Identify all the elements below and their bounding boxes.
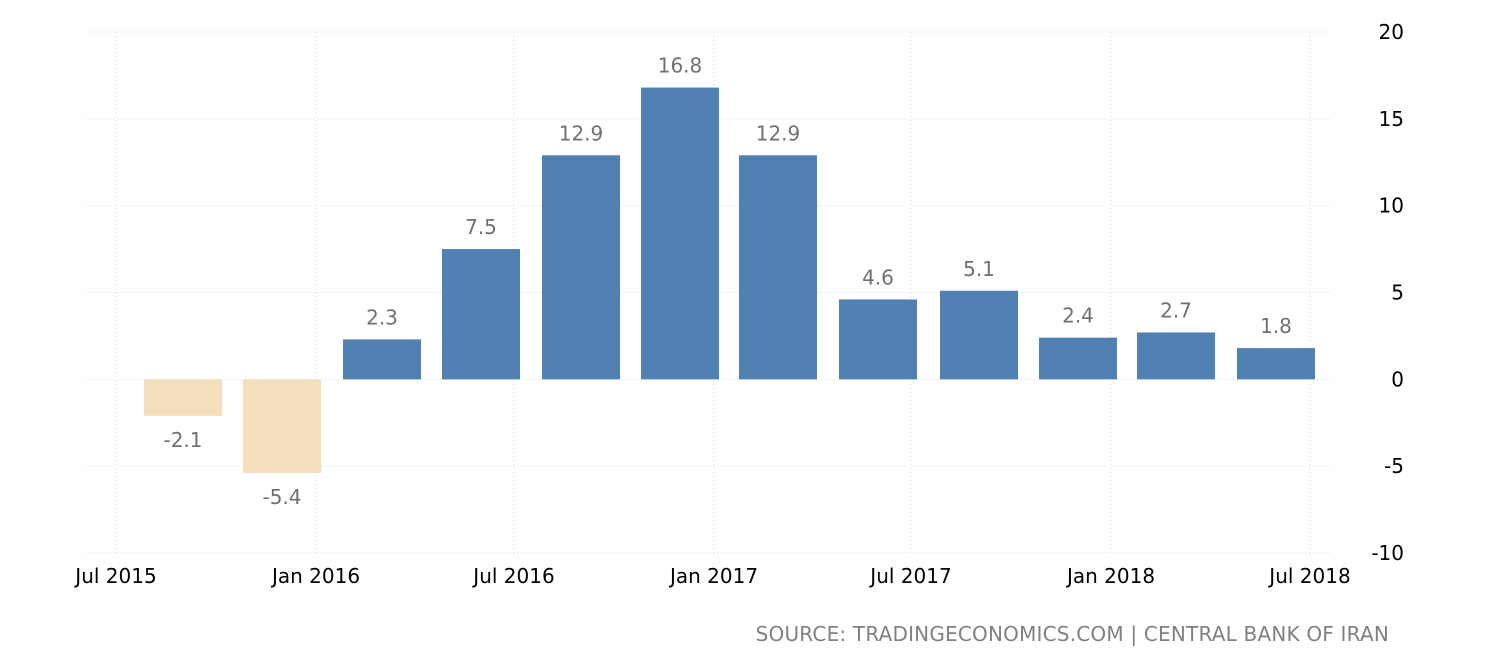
bars <box>144 87 1315 474</box>
y-tick-label: 20 <box>1379 20 1404 44</box>
bar[interactable] <box>839 299 917 380</box>
x-tick-label: Jul 2017 <box>868 564 951 588</box>
bar-value-label: 4.6 <box>862 265 894 289</box>
bar-value-label: 12.9 <box>756 121 801 145</box>
y-tick-label: 15 <box>1379 107 1404 131</box>
bar[interactable] <box>739 155 817 380</box>
bar[interactable] <box>641 87 719 380</box>
source-note: SOURCE: TRADINGECONOMICS.COM | CENTRAL B… <box>755 622 1389 646</box>
bar[interactable] <box>144 379 222 416</box>
bar-value-label: 1.8 <box>1260 314 1292 338</box>
y-tick-label: -10 <box>1371 541 1404 565</box>
bar[interactable] <box>1137 332 1215 380</box>
bar-value-label: 2.7 <box>1160 298 1192 322</box>
bar-value-label: 7.5 <box>465 215 497 239</box>
bar[interactable] <box>1039 337 1117 380</box>
bar[interactable] <box>442 249 520 380</box>
data-labels: -2.1 -5.4 2.3 7.5 12.9 16.8 12.9 4.6 5.1 2.4 2.7 1.… <box>163 54 1291 510</box>
x-tick-label: Jul 2015 <box>73 564 156 588</box>
bar[interactable] <box>940 290 1018 380</box>
bar-value-label: 12.9 <box>559 121 604 145</box>
bar-value-label: 2.3 <box>366 305 398 329</box>
bar-value-label: -5.4 <box>262 485 301 509</box>
y-axis-ticks: 20 15 10 5 0 -5 -10 <box>1371 20 1404 565</box>
x-tick-label: Jan 2018 <box>1065 564 1155 588</box>
x-tick-label: Jan 2016 <box>270 564 360 588</box>
y-tick-label: 5 <box>1391 281 1404 305</box>
y-tick-label: 0 <box>1391 367 1404 391</box>
bar-value-label: -2.1 <box>163 428 202 452</box>
x-axis-ticks: Jul 2015 Jan 2016 Jul 2016 Jan 2017 Jul 2017… <box>73 564 1350 588</box>
bar[interactable] <box>343 339 421 380</box>
bar-value-label: 5.1 <box>963 257 995 281</box>
y-tick-label: 10 <box>1379 194 1404 218</box>
bar-value-label: 2.4 <box>1062 304 1094 328</box>
x-tick-label: Jul 2016 <box>471 564 554 588</box>
x-tick-label: Jan 2017 <box>668 564 758 588</box>
bar[interactable] <box>243 379 321 474</box>
x-tick-label: Jul 2018 <box>1267 564 1350 588</box>
y-tick-label: -5 <box>1384 454 1404 478</box>
bar-value-label: 16.8 <box>658 54 703 78</box>
bar[interactable] <box>1237 348 1315 380</box>
bar[interactable] <box>542 155 620 380</box>
